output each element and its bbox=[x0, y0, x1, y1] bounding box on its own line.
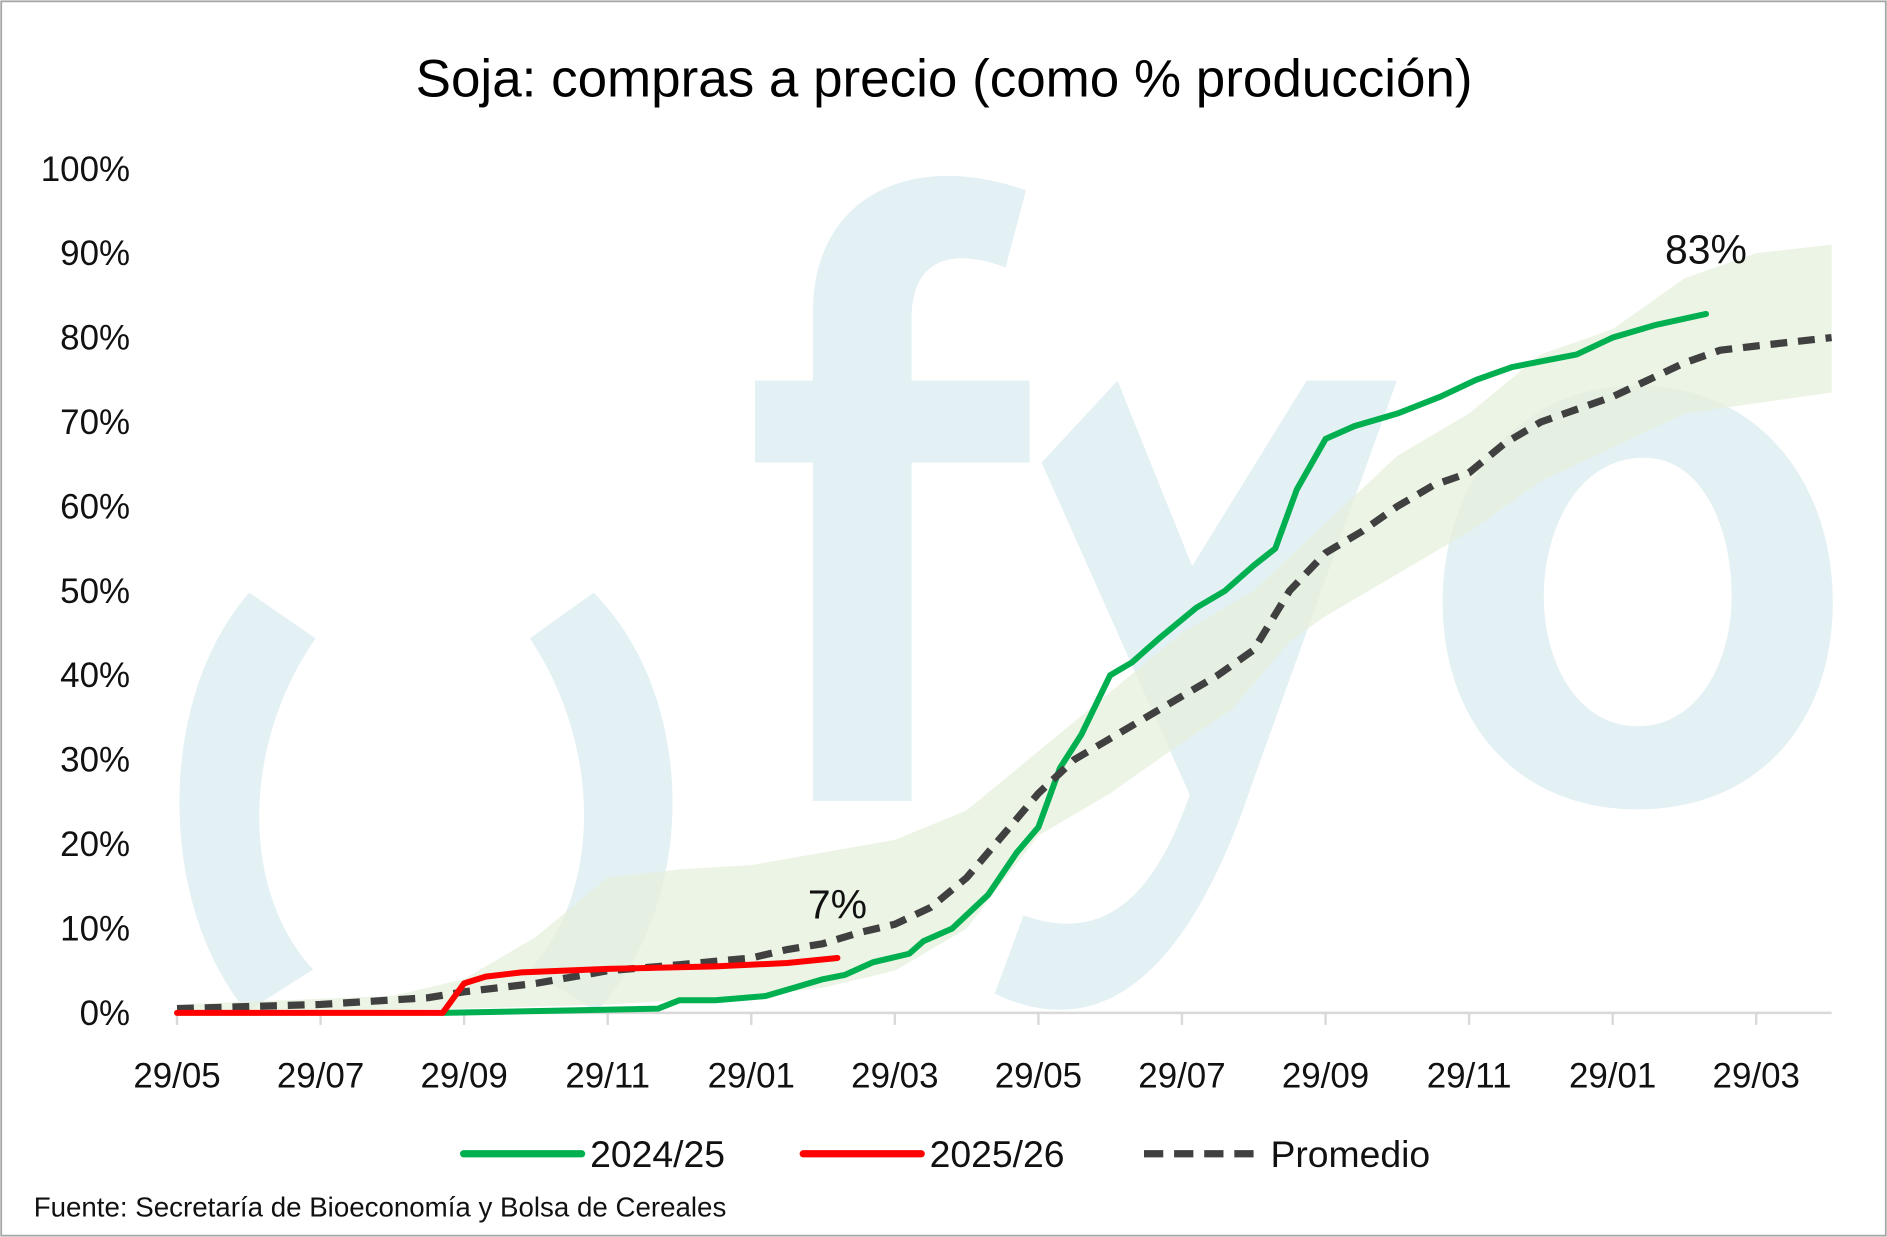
legend-label: 2024/25 bbox=[590, 1133, 725, 1175]
x-tick-label: 29/07 bbox=[1138, 1057, 1225, 1096]
y-tick-label: 10% bbox=[60, 910, 130, 949]
x-tick-label: 29/09 bbox=[1282, 1057, 1369, 1096]
y-tick-label: 30% bbox=[60, 741, 130, 780]
y-tick-label: 0% bbox=[80, 994, 130, 1033]
y-tick-label: 80% bbox=[60, 319, 130, 358]
source-note: Fuente: Secretaría de Bioeconomía y Bols… bbox=[34, 1191, 727, 1222]
x-axis: 29/05 29/07 29/09 29/11 29/01 29/03 29/05 29/07… bbox=[133, 1012, 1800, 1096]
series-line-2024-25 bbox=[439, 310, 1710, 1016]
y-tick-label: 20% bbox=[60, 825, 130, 864]
y-tick-label: 60% bbox=[60, 487, 130, 526]
x-tick-label: 29/01 bbox=[708, 1057, 795, 1096]
y-tick-label: 90% bbox=[60, 234, 130, 273]
x-tick-label: 29/05 bbox=[995, 1057, 1082, 1096]
x-tick-label: 29/05 bbox=[133, 1057, 220, 1096]
watermark-logo bbox=[179, 175, 1833, 1012]
y-tick-label: 50% bbox=[60, 572, 130, 611]
x-tick-label: 29/03 bbox=[851, 1057, 938, 1096]
data-label: 83% bbox=[1665, 226, 1747, 272]
watermark-left-paren bbox=[179, 592, 316, 1012]
annotations: 83% 7% bbox=[808, 226, 1747, 927]
y-tick-label: 70% bbox=[60, 403, 130, 442]
watermark-f bbox=[755, 175, 1030, 801]
x-tick-label: 29/09 bbox=[420, 1057, 507, 1096]
chart-title: Soja: compras a precio (como % producció… bbox=[416, 49, 1473, 108]
x-tick-label: 29/03 bbox=[1713, 1057, 1800, 1096]
legend-label: Promedio bbox=[1270, 1133, 1430, 1175]
watermark-o bbox=[1442, 385, 1833, 810]
x-tick-label: 29/11 bbox=[1427, 1057, 1512, 1096]
y-tick-label: 100% bbox=[41, 150, 130, 189]
series-lines bbox=[174, 310, 1833, 1016]
legend: 2024/25 2025/26 Promedio bbox=[460, 1133, 1430, 1175]
series-line-2025-26 bbox=[174, 954, 841, 1016]
data-label: 7% bbox=[808, 881, 867, 927]
y-tick-label: 40% bbox=[60, 656, 130, 695]
x-tick-label: 29/11 bbox=[565, 1057, 650, 1096]
x-tick-label: 29/01 bbox=[1569, 1057, 1656, 1096]
x-tick-label: 29/07 bbox=[277, 1057, 364, 1096]
y-axis: 0% 10% 20% 30% 40% 50% 60% 70% 80% 90% 100% bbox=[41, 150, 130, 1033]
legend-label: 2025/26 bbox=[930, 1133, 1065, 1175]
